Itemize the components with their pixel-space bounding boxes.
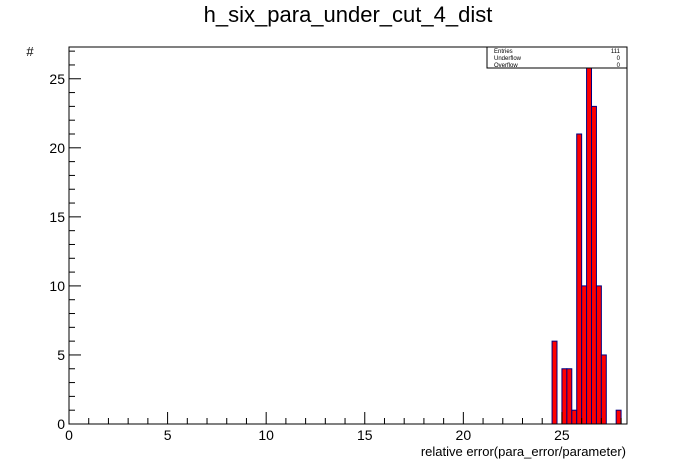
histogram-bar <box>566 368 573 425</box>
histogram-bar <box>551 340 558 425</box>
histogram-bar <box>581 285 588 425</box>
y-tick-label: 15 <box>49 209 65 225</box>
stats-entries-value: 111 <box>611 49 621 55</box>
stats-entries-label: Entries <box>494 49 513 55</box>
histogram-bar <box>591 105 597 425</box>
histogram-bar <box>595 285 602 425</box>
x-tick-label: 5 <box>164 427 172 443</box>
chart-title: h_six_para_under_cut_4_dist <box>204 2 493 27</box>
y-tick-label: 0 <box>57 416 65 432</box>
y-tick-label: 25 <box>49 71 65 87</box>
histogram-bar <box>600 354 607 425</box>
y-axis-label: # <box>26 44 34 59</box>
x-axis-ticks: 0 5 10 15 20 25 <box>65 412 622 443</box>
x-axis-label: relative error(para_error/parameter) <box>421 444 626 459</box>
x-tick-label: 15 <box>357 427 373 443</box>
x-tick-label: 20 <box>456 427 472 443</box>
stats-underflow-value: 0 <box>617 56 621 62</box>
plot-frame <box>68 46 628 425</box>
y-tick-label: 5 <box>57 347 65 363</box>
stats-box-frame <box>486 46 628 69</box>
histogram-bar <box>576 133 583 425</box>
histogram-bar <box>561 368 568 425</box>
x-tick-label: 0 <box>65 427 73 443</box>
histogram-bar <box>586 64 593 425</box>
stats-underflow-label: Underflow <box>494 56 522 62</box>
y-tick-label: 10 <box>49 278 65 294</box>
histogram-bars <box>551 64 622 425</box>
histogram-bar <box>615 409 622 425</box>
stats-box: Entries 111 Underflow 0 Overflow 0 <box>486 46 628 69</box>
stats-overflow-label: Overflow <box>494 63 518 69</box>
x-tick-label: 25 <box>554 427 570 443</box>
x-tick-label: 10 <box>258 427 274 443</box>
histogram-bar <box>571 409 578 425</box>
stats-overflow-value: 0 <box>617 63 621 69</box>
y-tick-label: 20 <box>49 140 65 156</box>
y-axis-ticks: 0 5 10 15 20 25 <box>49 50 81 432</box>
